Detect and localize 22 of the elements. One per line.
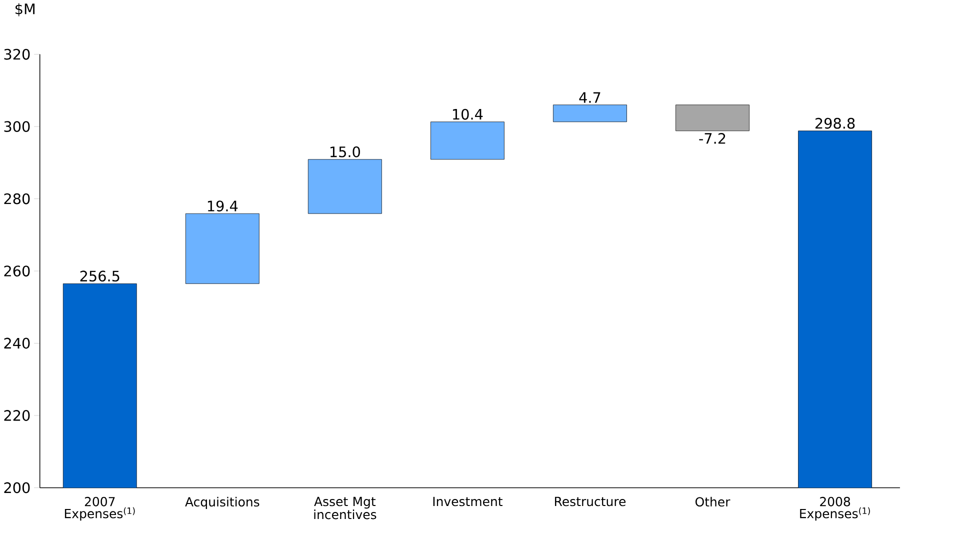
data-label: -7.2	[699, 133, 726, 144]
x-tick-label: 2007 Expenses$^{(1)}$	[64, 497, 135, 521]
y-tick-label: 200	[4, 482, 30, 494]
y-tick-label: 280	[4, 194, 30, 204]
data-label: 256.5	[80, 270, 120, 282]
y-axis-title: $M	[16, 3, 34, 16]
x-tick-label: Acquisitions	[185, 497, 260, 510]
y-tick-label: 320	[4, 49, 30, 60]
x-tick-label: Investment	[433, 497, 502, 506]
x-tick-label: 2008 Expenses$^{(1)}$	[800, 497, 870, 521]
data-label: 19.4	[208, 200, 238, 212]
data-label: 10.4	[453, 109, 483, 120]
y-tick-label: 240	[4, 338, 30, 349]
y-tick-label: 220	[4, 410, 30, 422]
x-tick-label: Restructure	[555, 497, 626, 506]
y-tick-label: 260	[4, 266, 30, 277]
data-label: 298.8	[815, 118, 855, 129]
y-tick-label: 300	[4, 121, 30, 132]
data-label: 4.7	[579, 92, 600, 103]
data-label: 15.0	[330, 146, 360, 158]
x-tick-label: Asset Mgt incentives	[314, 497, 376, 520]
x-tick-label: Other	[696, 497, 730, 507]
